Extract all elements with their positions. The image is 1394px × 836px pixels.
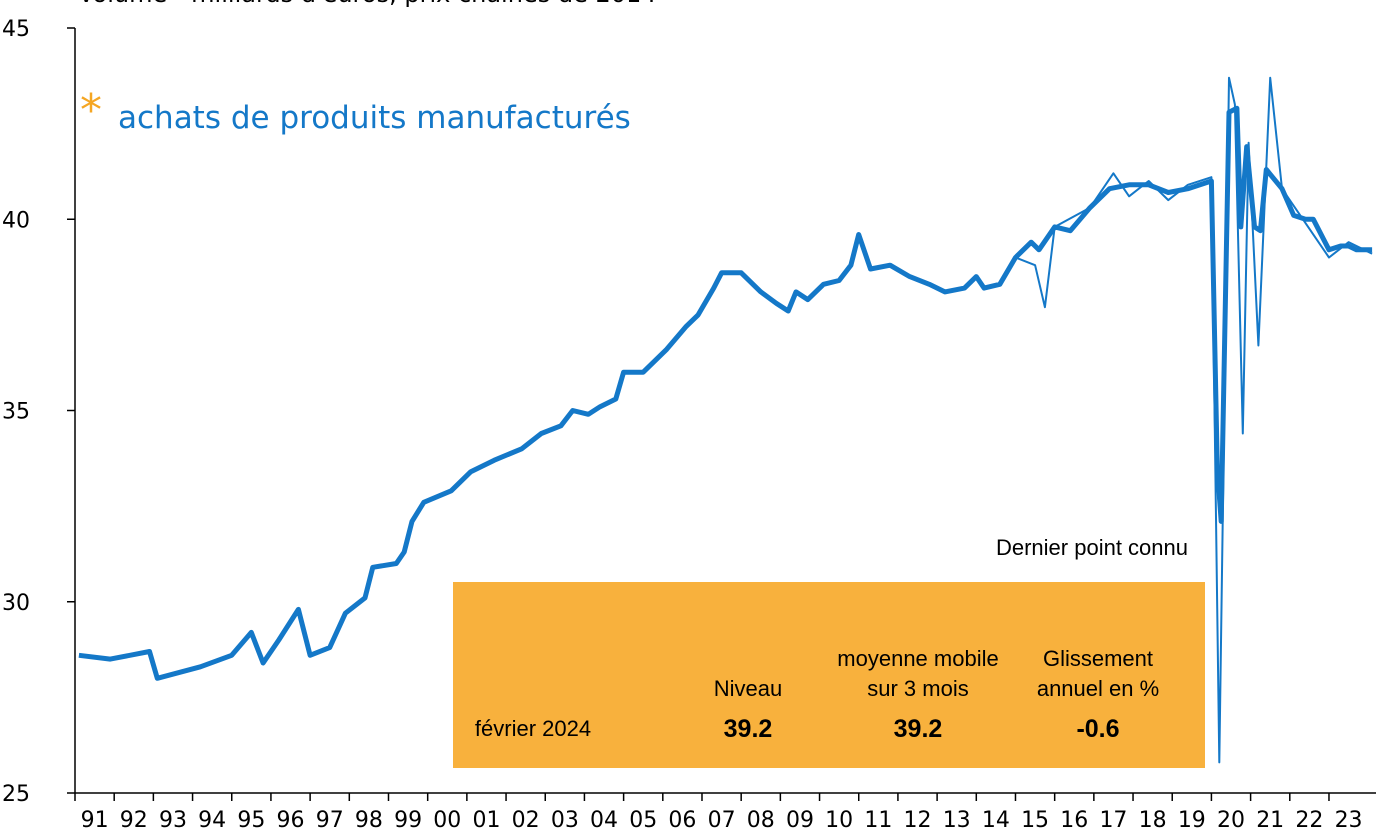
x-tick-label: 00	[433, 808, 461, 833]
column-header: moyenne mobile sur 3 mois	[837, 646, 999, 701]
y-tick-label: 45	[2, 17, 30, 42]
column-header: Niveau	[713, 676, 783, 701]
x-tick-label: 10	[825, 808, 853, 833]
x-tick-label: 13	[943, 808, 971, 833]
x-tick-label: 06	[668, 808, 696, 833]
x-tick-label: 20	[1217, 808, 1245, 833]
y-tick-label: 40	[2, 208, 30, 233]
x-tick-label: 15	[1021, 808, 1049, 833]
x-tick-label: 21	[1256, 808, 1284, 833]
x-tick-label: 19	[1178, 808, 1206, 833]
y-tick-label: 30	[2, 591, 30, 616]
x-tick-label: 92	[120, 808, 148, 833]
x-tick-label: 23	[1335, 808, 1363, 833]
x-tick-label: 17	[1099, 808, 1127, 833]
series-line	[78, 105, 1373, 681]
series-line	[1015, 76, 1373, 764]
x-tick-label: 93	[159, 808, 187, 833]
table-value: 39.2	[893, 715, 943, 743]
note: Dernier point connu	[996, 535, 1188, 560]
x-tick-label: 99	[394, 808, 422, 833]
x-tick-label: 96	[277, 808, 305, 833]
x-tick-label: 03	[551, 808, 579, 833]
x-tick-label: 94	[198, 808, 226, 833]
summary-table: février 2024 Niveau moyenne mobile sur 3…	[453, 582, 1205, 768]
column-header: Glissement annuel en %	[1036, 646, 1160, 701]
x-tick-label: 95	[237, 808, 265, 833]
x-tick-label: 98	[355, 808, 383, 833]
x-tick-label: 07	[708, 808, 736, 833]
x-tick-label: 12	[904, 808, 932, 833]
x-tick-label: 18	[1139, 808, 1167, 833]
row-label: février 2024	[474, 716, 592, 741]
x-tick-label: 09	[786, 808, 814, 833]
x-tick-label: 04	[590, 808, 618, 833]
chart-title: Volume - milliards d'euros, prix chaînés…	[78, 0, 657, 8]
table-value: 39.2	[723, 715, 773, 743]
x-tick-label: 91	[81, 808, 109, 833]
annotation-mark: *	[80, 85, 102, 136]
x-tick-label: 16	[1060, 808, 1088, 833]
table-value: -0.6	[1076, 715, 1120, 743]
y-tick-label: 25	[2, 782, 30, 807]
x-tick-label: 08	[747, 808, 775, 833]
x-tick-label: 11	[864, 808, 892, 833]
x-tick-label: 97	[316, 808, 344, 833]
x-tick-label: 05	[629, 808, 657, 833]
x-tick-label: 02	[512, 808, 540, 833]
x-tick-label: 22	[1295, 808, 1323, 833]
x-tick-label: 01	[472, 808, 500, 833]
y-tick-label: 35	[2, 400, 30, 425]
annotation: achats de produits manufacturés	[118, 100, 631, 136]
x-tick-label: 14	[982, 808, 1010, 833]
